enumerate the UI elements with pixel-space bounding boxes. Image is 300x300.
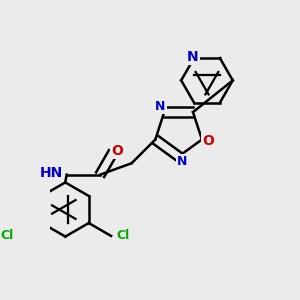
Text: O: O <box>202 134 214 148</box>
Text: HN: HN <box>40 167 63 180</box>
Text: N: N <box>177 155 188 168</box>
Text: N: N <box>187 50 199 64</box>
Text: Cl: Cl <box>117 230 130 242</box>
Text: N: N <box>155 100 166 113</box>
Text: Cl: Cl <box>1 230 14 242</box>
Text: O: O <box>111 144 123 158</box>
